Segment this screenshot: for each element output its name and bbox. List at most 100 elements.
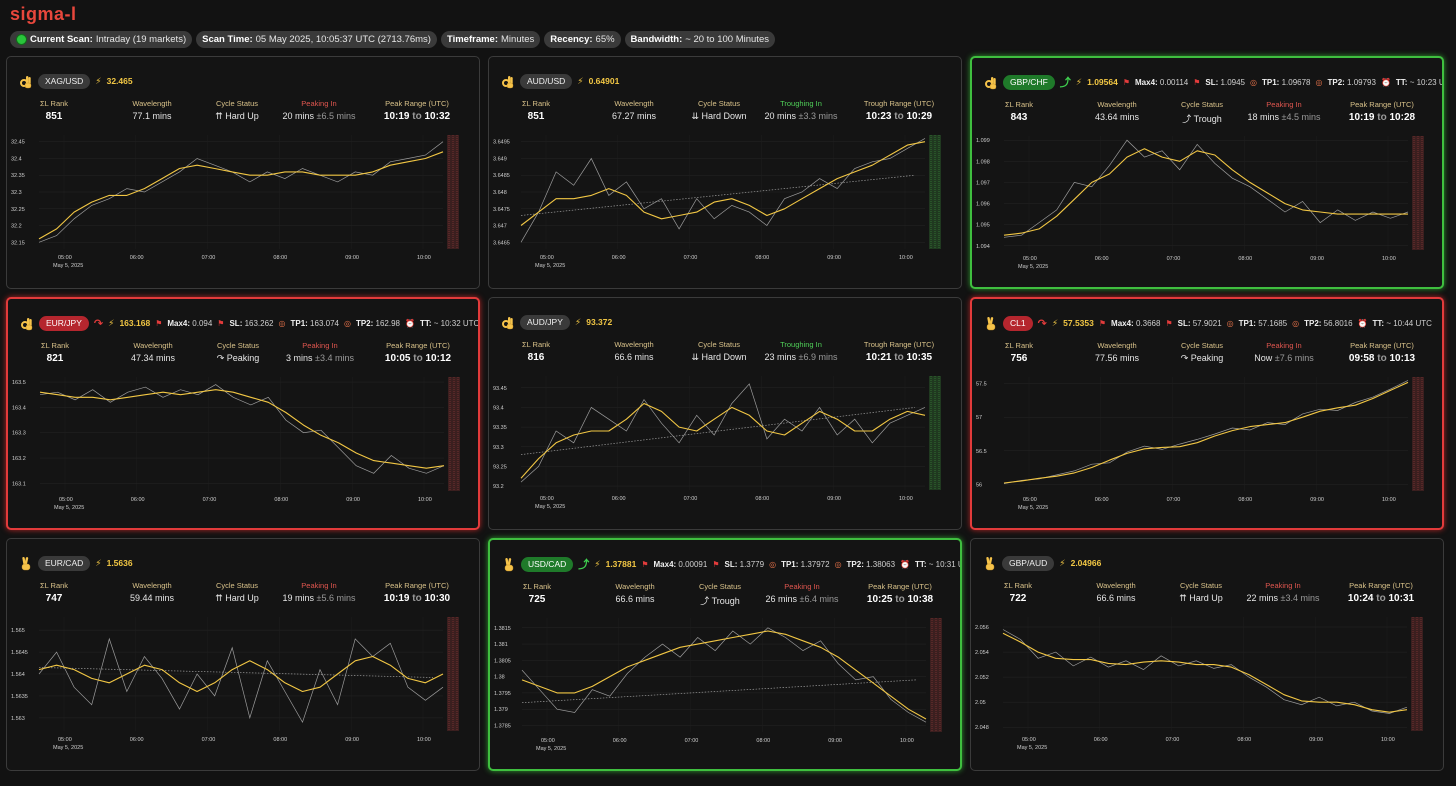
scan-chip-timeframe: Timeframe: Minutes bbox=[440, 31, 541, 48]
cycle-hard-up-icon: ⇈ bbox=[215, 593, 226, 603]
market-panel[interactable]: AUD/JPY ⚡ 93.372 ΣL Rank 816 Wavelength 66.6 m… bbox=[488, 297, 962, 530]
symbol-badge[interactable]: AUD/JPY bbox=[520, 314, 570, 330]
phase-deviation: ±3.4 mins bbox=[1278, 593, 1320, 603]
stat-label: Wavelength bbox=[614, 340, 654, 349]
stat-value: ⇈ Hard Up bbox=[187, 111, 287, 122]
market-panel[interactable]: GBP/AUD ⚡ 2.04966 ΣL Rank 722 Wavelength 66.6 … bbox=[970, 538, 1444, 771]
signal-max4-label: Max4: bbox=[1111, 318, 1134, 328]
cycle-status-text: Hard Up bbox=[225, 593, 259, 603]
market-panel[interactable]: CL1 ↷ ⚡ 57.5353 ⚑ Max4: 0.3668 ⚑ SL: 57.9021 ◎ TP… bbox=[970, 297, 1444, 530]
cycle-series bbox=[38, 655, 444, 693]
ok-finger bbox=[510, 76, 513, 84]
x-date-label: May 5, 2025 bbox=[1018, 264, 1048, 270]
y-tick-label: 3.647 bbox=[493, 224, 507, 230]
finger bbox=[507, 557, 512, 567]
phase-deviation: ±6.9 mins bbox=[796, 352, 838, 362]
signal-tp1-label: TP1: bbox=[1238, 318, 1256, 328]
signal-tp1-label: TP1: bbox=[290, 318, 308, 328]
alarm-clock-icon: ⏰ bbox=[1380, 77, 1391, 87]
stat-cycle-status: Cycle Status ⇊ Hard Down bbox=[669, 99, 769, 122]
symbol-badge[interactable]: GBP/CHF bbox=[1003, 74, 1055, 90]
market-panel[interactable]: GBP/CHF ⤴ ⚡ 1.09564 ⚑ Max4: 0.00114 ⚑ SL: 1.094… bbox=[970, 56, 1444, 289]
y-tick-label: 1.095 bbox=[976, 223, 990, 229]
price-series bbox=[38, 637, 444, 724]
y-tick-label: 57 bbox=[976, 415, 982, 421]
symbol-badge[interactable]: USD/CAD bbox=[521, 556, 574, 572]
lightning-icon: ⚡ bbox=[1059, 557, 1066, 568]
market-panel[interactable]: XAG/USD ⚡ 32.465 ΣL Rank 851 Wavelength 77.1 m… bbox=[6, 56, 480, 289]
y-tick-label: 1.098 bbox=[976, 159, 990, 165]
symbol-badge[interactable]: AUD/USD bbox=[520, 73, 573, 89]
stat-value: 19 mins ±5.6 mins bbox=[269, 593, 369, 603]
stat-value: ⇈ Hard Up bbox=[187, 593, 287, 604]
market-panel[interactable]: EUR/CAD ⚡ 1.5636 ΣL Rank 747 Wavelength 59.44 … bbox=[6, 538, 480, 771]
symbol-badge[interactable]: EUR/CAD bbox=[38, 555, 91, 571]
x-tick-label: 06:00 bbox=[612, 255, 626, 261]
stat-wavelength: Wavelength 77.1 mins bbox=[102, 99, 202, 121]
x-tick-label: 10:00 bbox=[417, 737, 431, 743]
x-tick-label: 07:00 bbox=[684, 255, 698, 261]
stat-label: Cycle Status bbox=[1179, 581, 1223, 590]
signal-tp2-label: TP2: bbox=[1304, 318, 1322, 328]
stat-range: Peak Range (UTC) 10:05 to 10:12 bbox=[368, 341, 468, 364]
stat-value: 725 bbox=[528, 594, 546, 605]
target-icon: ◎ bbox=[1226, 318, 1234, 328]
y-tick-label: 1.565 bbox=[11, 628, 25, 634]
signal-tp2: TP2: 56.8016 bbox=[1304, 319, 1352, 328]
stat-label: ΣL Rank bbox=[1004, 341, 1034, 350]
y-tick-label: 1.5645 bbox=[11, 650, 28, 656]
signal-sl: SL: 1.3779 bbox=[725, 560, 765, 569]
phase-value: 22 mins bbox=[1246, 593, 1279, 603]
stat-value: 77.1 mins bbox=[132, 111, 172, 121]
symbol-badge[interactable]: EUR/JPY bbox=[39, 315, 89, 331]
signal-max4-value: 0.3668 bbox=[1133, 318, 1161, 328]
stat-label: ΣL Rank bbox=[40, 341, 70, 350]
symbol-badge[interactable]: GBP/AUD bbox=[1002, 555, 1055, 571]
y-tick-label: 57.5 bbox=[976, 382, 987, 388]
x-tick-label: 05:00 bbox=[59, 497, 73, 503]
cycle-hard-up-icon: ⇈ bbox=[215, 111, 226, 121]
symbol-badge[interactable]: XAG/USD bbox=[38, 73, 91, 89]
symbol-badge[interactable]: CL1 bbox=[1003, 315, 1033, 331]
cycle-hard-up-icon: ⇈ bbox=[1179, 593, 1190, 603]
x-tick-label: 07:00 bbox=[685, 738, 699, 744]
y-tick-label: 32.45 bbox=[11, 140, 25, 146]
stat-label: ΣL Rank bbox=[39, 581, 69, 590]
signal-tp2: TP2: 162.98 bbox=[356, 319, 400, 328]
price-value: 1.09564 bbox=[1087, 77, 1118, 87]
y-tick-label: 1.3805 bbox=[494, 658, 511, 664]
phase-value: 18 mins bbox=[1247, 112, 1280, 122]
signal-tp1: TP1: 1.37972 bbox=[781, 560, 829, 569]
x-tick-label: 05:00 bbox=[58, 255, 72, 261]
stat-label: Wavelength bbox=[1096, 581, 1136, 590]
stat-cycle-status: Cycle Status ⤴ Trough bbox=[670, 582, 770, 607]
signal-sl-label: SL: bbox=[1205, 77, 1219, 87]
x-date-label: May 5, 2025 bbox=[53, 263, 83, 269]
stat-rank: ΣL Rank 851 bbox=[501, 99, 571, 122]
stat-value: ⇈ Hard Up bbox=[1151, 593, 1251, 604]
stats-row: ΣL Rank 843 Wavelength 43.64 mins Cycle Stat… bbox=[972, 100, 1442, 126]
stat-value: 23 mins ±6.9 mins bbox=[751, 352, 851, 362]
stat-value: ↷ Peaking bbox=[188, 353, 288, 364]
trend-up-arrow-icon: ⤴ bbox=[1059, 77, 1071, 89]
flag-icon: ⚑ bbox=[155, 318, 163, 328]
market-panel[interactable]: EUR/JPY ↷ ⚡ 163.168 ⚑ Max4: 0.094 ⚑ SL: 163.262… bbox=[6, 297, 480, 530]
market-panel[interactable]: AUD/USD ⚡ 0.64901 ΣL Rank 851 Wavelength 67.27… bbox=[488, 56, 962, 289]
y-tick-label: 2.052 bbox=[975, 675, 989, 681]
stat-value: 843 bbox=[1010, 112, 1028, 123]
y-tick-label: 3.6465 bbox=[493, 240, 510, 246]
stat-label: Peaking In bbox=[301, 581, 337, 590]
market-panel[interactable]: USD/CAD ⤴ ⚡ 1.37881 ⚑ Max4: 0.00091 ⚑ SL: 1.377… bbox=[488, 538, 962, 771]
signal-tp2: TP2: 1.38063 bbox=[847, 560, 895, 569]
stat-label: Peak Range (UTC) bbox=[1350, 100, 1414, 109]
signal-tt-label: TT: bbox=[1395, 77, 1408, 87]
signal-max4-value: 0.094 bbox=[190, 318, 213, 328]
range-to: 10:29 bbox=[906, 111, 933, 122]
flag-icon: ⚑ bbox=[1165, 318, 1173, 328]
y-tick-label: 93.25 bbox=[493, 464, 507, 470]
cycle-series bbox=[1003, 148, 1408, 236]
x-tick-label: 05:00 bbox=[58, 737, 72, 743]
signal-sl-value: 1.3779 bbox=[737, 559, 765, 569]
stats-row: ΣL Rank 756 Wavelength 77.56 mins Cycle Stat… bbox=[972, 341, 1442, 367]
range-from: 10:23 bbox=[865, 111, 892, 122]
